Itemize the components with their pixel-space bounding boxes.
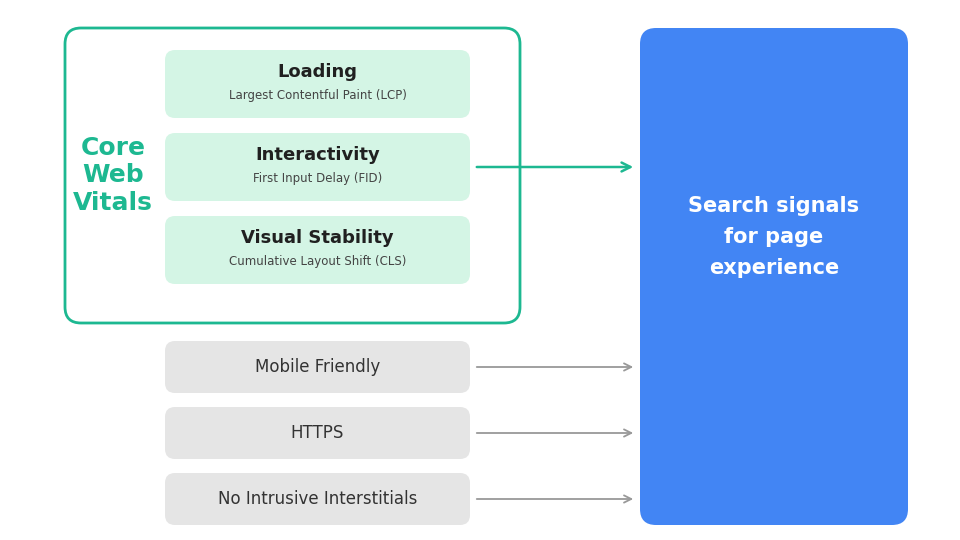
FancyBboxPatch shape (165, 473, 470, 525)
Text: Loading: Loading (277, 63, 357, 82)
FancyBboxPatch shape (165, 133, 470, 201)
FancyBboxPatch shape (165, 407, 470, 459)
Text: Cumulative Layout Shift (CLS): Cumulative Layout Shift (CLS) (228, 255, 406, 268)
Text: First Input Delay (FID): First Input Delay (FID) (252, 172, 382, 185)
Text: Visual Stability: Visual Stability (241, 230, 394, 247)
Text: Mobile Friendly: Mobile Friendly (254, 358, 380, 376)
FancyBboxPatch shape (640, 28, 908, 525)
Text: Largest Contentful Paint (LCP): Largest Contentful Paint (LCP) (228, 89, 406, 102)
FancyBboxPatch shape (165, 50, 470, 118)
Text: Search signals
for page
experience: Search signals for page experience (688, 195, 859, 278)
Text: No Intrusive Interstitials: No Intrusive Interstitials (218, 490, 418, 508)
Text: Interactivity: Interactivity (255, 146, 380, 165)
FancyBboxPatch shape (165, 341, 470, 393)
FancyBboxPatch shape (65, 28, 520, 323)
Text: HTTPS: HTTPS (291, 424, 345, 442)
FancyBboxPatch shape (165, 216, 470, 284)
Text: Core
Web
Vitals: Core Web Vitals (73, 136, 153, 215)
